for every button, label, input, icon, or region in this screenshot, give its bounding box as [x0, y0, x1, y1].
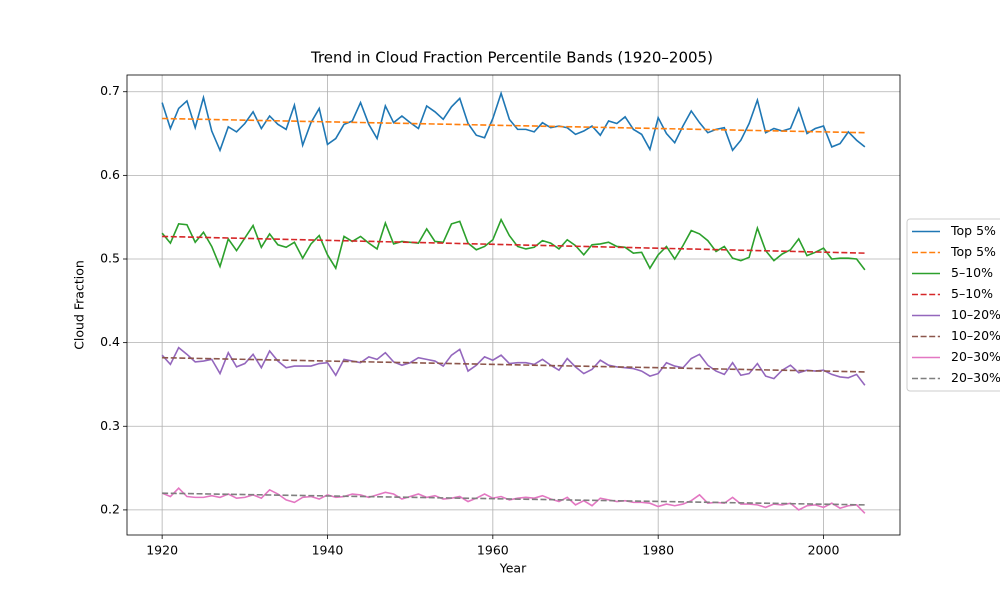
y-tick-label: 0.6 — [100, 167, 120, 182]
y-tick-label: 0.5 — [100, 251, 120, 266]
x-tick-label: 2000 — [808, 543, 840, 558]
x-tick-label: 1940 — [312, 543, 344, 558]
series-line — [161, 487, 866, 514]
legend-label: 5–10% — [951, 286, 993, 301]
x-tick-label: 1960 — [477, 543, 509, 558]
legend-label: 5–10% — [951, 265, 993, 280]
legend-label: 10–20% — [951, 307, 1000, 322]
series-line — [162, 356, 865, 373]
series-line — [162, 117, 865, 134]
y-axis-label: Cloud Fraction — [72, 260, 87, 350]
y-tick-label: 0.4 — [100, 334, 120, 349]
y-tick-label: 0.3 — [100, 418, 120, 433]
series-line — [162, 235, 865, 254]
legend-label: 20–30% — [951, 370, 1000, 385]
x-axis-label: Year — [499, 561, 527, 576]
x-tick-label: 1920 — [146, 543, 178, 558]
plot-frame — [126, 74, 901, 536]
chart-title: Trend in Cloud Fraction Percentile Bands… — [310, 49, 713, 67]
x-tick-label: 1980 — [642, 543, 674, 558]
series-line — [161, 90, 866, 153]
legend-label: 10–20% — [951, 328, 1000, 343]
legend-label: Top 5% — [950, 244, 996, 259]
legend-box — [906, 218, 1000, 392]
legend-label: Top 5% — [950, 223, 996, 238]
y-tick-label: 0.2 — [100, 501, 120, 516]
series-line — [161, 346, 866, 386]
legend-label: 20–30% — [951, 349, 1000, 364]
series-line — [161, 217, 866, 271]
y-tick-label: 0.7 — [100, 83, 120, 98]
series-line — [162, 492, 865, 506]
